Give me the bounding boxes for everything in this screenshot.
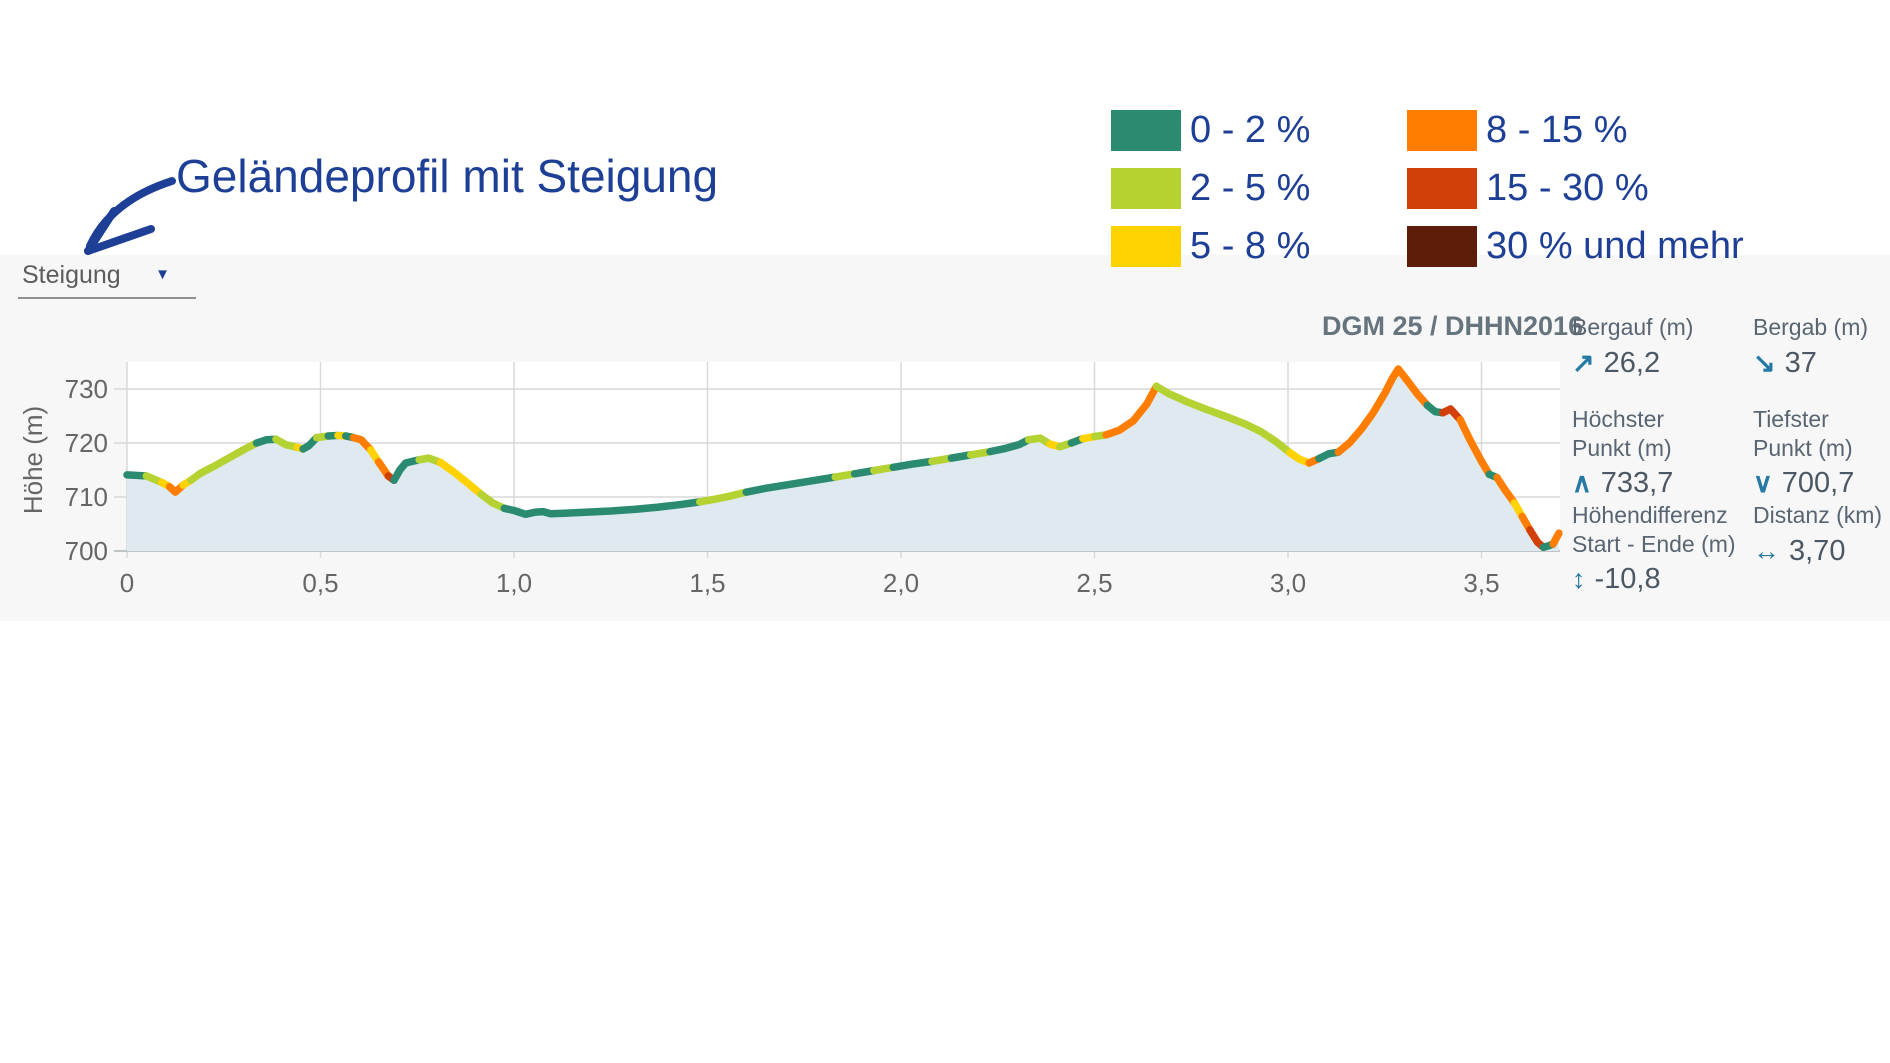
legend-swatch-5-8 <box>1111 226 1181 267</box>
uphill-arrow-icon: ↗ <box>1572 347 1595 378</box>
chart-area-fill <box>127 369 1559 551</box>
downhill-arrow-icon: ↘ <box>1753 347 1776 378</box>
chevron-down-icon: ∨ <box>1753 468 1773 499</box>
legend-label: 8 - 15 % <box>1486 109 1628 151</box>
stat-hoehendifferenz: Höhendifferenz Start - Ende (m) ↕ -10,8 <box>1572 501 1752 596</box>
stat-value: 700,7 <box>1781 467 1855 500</box>
svg-text:2,5: 2,5 <box>1076 568 1112 598</box>
stat-value: 37 <box>1784 346 1817 379</box>
stat-label: Tiefster Punkt (m) <box>1753 406 1853 461</box>
legend-item: 15 - 30 % <box>1407 168 1867 226</box>
legend-label: 2 - 5 % <box>1190 167 1311 209</box>
legend-swatch-15-30 <box>1407 168 1477 209</box>
chart-profile-line <box>123 365 1563 551</box>
legend-label: 30 % und mehr <box>1486 225 1744 267</box>
stat-value: 3,70 <box>1789 534 1846 567</box>
stat-label: Bergab (m) <box>1753 314 1869 340</box>
legend-item: 2 - 5 % <box>1111 168 1407 226</box>
stat-label: Bergauf (m) <box>1572 314 1694 340</box>
legend-label: 0 - 2 % <box>1190 109 1311 151</box>
stat-value: 733,7 <box>1600 467 1674 500</box>
stat-bergab: Bergab (m) ↘ 37 <box>1753 313 1890 380</box>
stat-bergauf: Bergauf (m) ↗ 26,2 <box>1572 313 1752 380</box>
chart-y-axis-labels: 700 710 720 730 <box>65 374 108 566</box>
legend-swatch-2-5 <box>1111 168 1181 209</box>
svg-text:700: 700 <box>65 536 108 566</box>
stat-hoechster-punkt: Höchster Punkt (m) ∧ 733,7 <box>1572 405 1752 500</box>
stat-label: Höhendifferenz Start - Ende (m) <box>1572 502 1736 557</box>
svg-text:1,5: 1,5 <box>689 568 725 598</box>
slope-mode-dropdown[interactable]: Steigung ▼ <box>18 257 196 299</box>
svg-text:3,5: 3,5 <box>1463 568 1499 598</box>
svg-text:3,0: 3,0 <box>1270 568 1306 598</box>
stat-value: 26,2 <box>1603 346 1661 379</box>
legend-label: 5 - 8 % <box>1190 225 1311 267</box>
svg-text:710: 710 <box>65 482 108 512</box>
annotation-title: Geländeprofil mit Steigung <box>176 150 719 202</box>
legend-swatch-0-2 <box>1111 110 1181 151</box>
legend-item: 5 - 8 % <box>1111 226 1407 284</box>
vertical-arrows-icon: ↕ <box>1572 564 1586 595</box>
legend-item: 0 - 2 % <box>1111 110 1407 168</box>
legend-item: 8 - 15 % <box>1407 110 1867 168</box>
svg-text:0: 0 <box>120 568 134 598</box>
slope-legend: 0 - 2 % 2 - 5 % 5 - 8 % 8 - 15 % 15 - 30… <box>1111 110 1867 284</box>
stat-tiefster-punkt: Tiefster Punkt (m) ∨ 700,7 <box>1753 405 1890 500</box>
legend-swatch-30-plus <box>1407 226 1477 267</box>
chart-x-axis-labels: 0 0,5 1,0 1,5 2,0 2,5 3,0 3,5 <box>120 568 1500 598</box>
elevation-model-source-label: DGM 25 / DHHN2016 <box>1322 311 1584 341</box>
legend-item: 30 % und mehr <box>1407 226 1867 284</box>
chevron-down-icon: ▼ <box>155 266 170 283</box>
svg-text:1,0: 1,0 <box>496 568 532 598</box>
svg-text:0,5: 0,5 <box>302 568 338 598</box>
legend-swatch-8-15 <box>1407 110 1477 151</box>
chevron-up-icon: ∧ <box>1572 468 1592 499</box>
y-axis-title: Höhe (m) <box>18 406 48 514</box>
svg-text:730: 730 <box>65 374 108 404</box>
stat-distanz: Distanz (km) ↔ 3,70 <box>1753 501 1890 568</box>
stat-label: Höchster Punkt (m) <box>1572 406 1672 461</box>
svg-text:720: 720 <box>65 428 108 458</box>
svg-text:2,0: 2,0 <box>883 568 919 598</box>
dropdown-selected-value: Steigung <box>22 261 121 289</box>
stat-value: -10,8 <box>1594 563 1661 596</box>
legend-label: 15 - 30 % <box>1486 167 1649 209</box>
stat-label: Distanz (km) <box>1753 502 1883 528</box>
horizontal-arrows-icon: ↔ <box>1753 535 1780 566</box>
